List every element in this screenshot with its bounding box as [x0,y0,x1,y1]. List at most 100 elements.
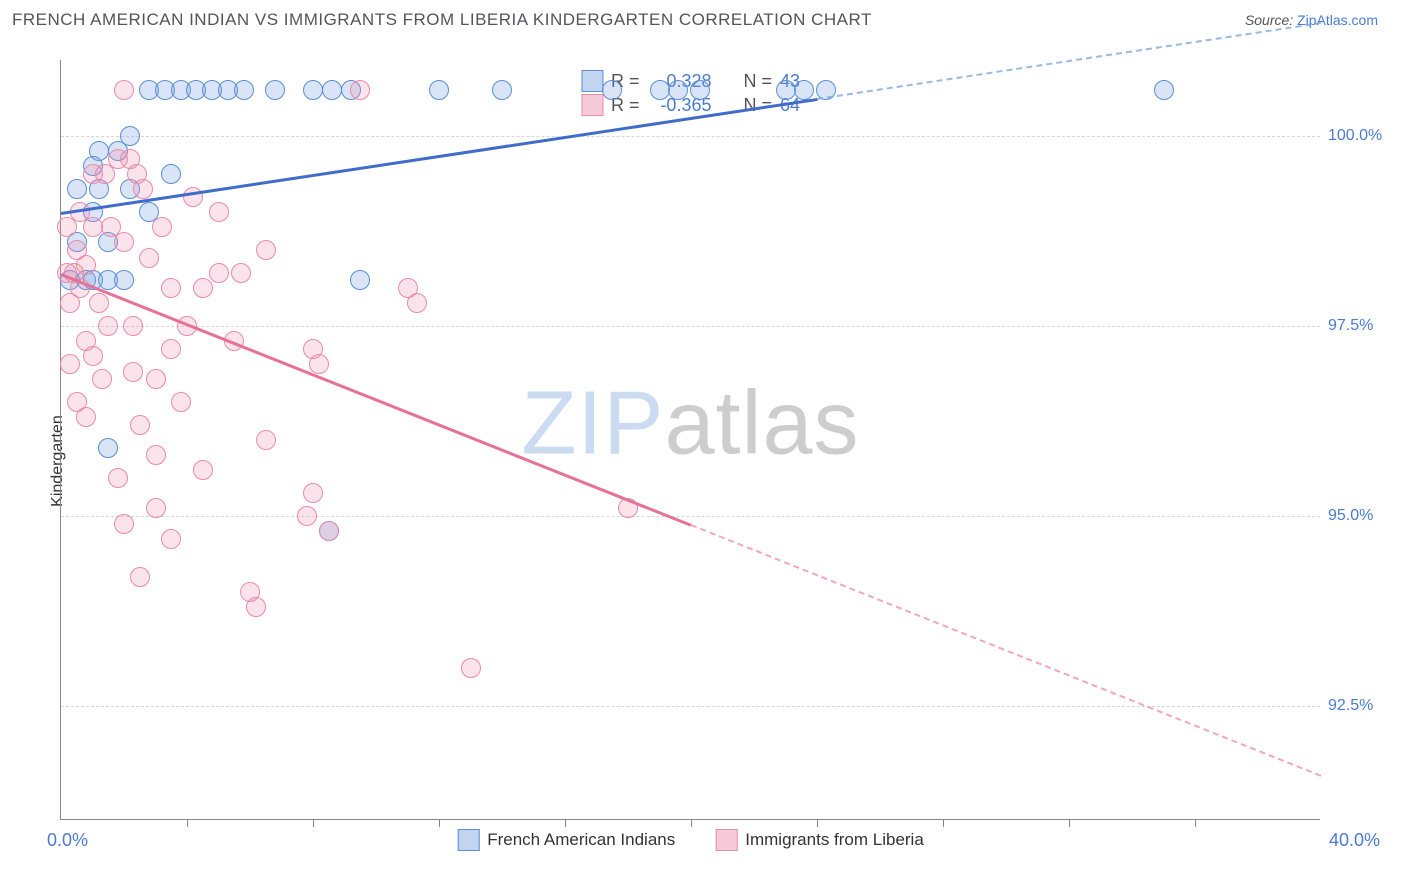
x-min-label: 0.0% [47,830,88,851]
data-point[interactable] [139,248,159,268]
data-point[interactable] [297,506,317,526]
data-point[interactable] [89,293,109,313]
swatch-blue-icon [581,70,603,92]
data-point[interactable] [193,460,213,480]
data-point[interactable] [146,369,166,389]
data-point[interactable] [171,392,191,412]
swatch-pink-icon [715,829,737,851]
trend-line-pink [60,273,691,527]
data-point[interactable] [350,270,370,290]
legend-label-blue: French American Indians [487,830,675,850]
data-point[interactable] [319,521,339,541]
data-point[interactable] [161,339,181,359]
data-point[interactable] [67,179,87,199]
data-point[interactable] [76,407,96,427]
y-tick-label: 97.5% [1328,317,1398,335]
plot-region: ZIPatlas R = 0.328 N = 43 R = -0.365 N =… [60,60,1320,820]
x-tick [1195,819,1196,827]
data-point[interactable] [92,369,112,389]
x-tick [313,819,314,827]
data-point[interactable] [130,567,150,587]
legend-item-pink[interactable]: Immigrants from Liberia [715,829,924,851]
watermark: ZIPatlas [521,373,859,476]
data-point[interactable] [123,362,143,382]
x-tick [691,819,692,827]
x-max-label: 40.0% [1329,830,1380,851]
data-point[interactable] [350,80,370,100]
data-point[interactable] [461,658,481,678]
legend-label-pink: Immigrants from Liberia [745,830,924,850]
chart-area: Kindergarten ZIPatlas R = 0.328 N = 43 R… [12,40,1394,882]
swatch-pink-icon [581,94,603,116]
data-point[interactable] [231,263,251,283]
data-point[interactable] [265,80,285,100]
x-tick [439,819,440,827]
swatch-blue-icon [457,829,479,851]
source-prefix: Source: [1245,12,1297,28]
data-point[interactable] [60,354,80,374]
data-point[interactable] [60,293,80,313]
gridline [61,136,1320,137]
data-point[interactable] [161,529,181,549]
data-point[interactable] [407,293,427,313]
series-legend: French American Indians Immigrants from … [457,829,924,851]
data-point[interactable] [114,514,134,534]
chart-title: FRENCH AMERICAN INDIAN VS IMMIGRANTS FRO… [12,10,872,30]
data-point[interactable] [794,80,814,100]
data-point[interactable] [114,80,134,100]
data-point[interactable] [234,80,254,100]
data-point[interactable] [668,80,688,100]
watermark-zip: ZIP [521,374,664,474]
data-point[interactable] [322,80,342,100]
data-point[interactable] [67,240,87,260]
data-point[interactable] [690,80,710,100]
data-point[interactable] [114,232,134,252]
data-point[interactable] [133,179,153,199]
source-attribution: Source: ZipAtlas.com [1245,12,1378,28]
data-point[interactable] [83,346,103,366]
gridline [61,706,1320,707]
data-point[interactable] [650,80,670,100]
data-point[interactable] [303,80,323,100]
data-point[interactable] [152,217,172,237]
data-point[interactable] [776,80,796,100]
x-tick [943,819,944,827]
header: FRENCH AMERICAN INDIAN VS IMMIGRANTS FRO… [0,0,1406,30]
data-point[interactable] [256,430,276,450]
data-point[interactable] [1154,80,1174,100]
y-tick-label: 92.5% [1328,697,1398,715]
data-point[interactable] [161,278,181,298]
data-point[interactable] [146,498,166,518]
data-point[interactable] [123,316,143,336]
data-point[interactable] [193,278,213,298]
data-point[interactable] [161,164,181,184]
data-point[interactable] [98,438,118,458]
data-point[interactable] [429,80,449,100]
data-point[interactable] [492,80,512,100]
trend-line-blue [61,98,817,215]
data-point[interactable] [108,468,128,488]
data-point[interactable] [209,202,229,222]
data-point[interactable] [120,126,140,146]
data-point[interactable] [209,263,229,283]
x-tick [565,819,566,827]
y-tick-label: 100.0% [1328,127,1398,145]
data-point[interactable] [303,483,323,503]
x-tick [187,819,188,827]
n-label: N = [743,71,772,92]
legend-item-blue[interactable]: French American Indians [457,829,675,851]
data-point[interactable] [602,80,622,100]
data-point[interactable] [183,187,203,207]
data-point[interactable] [98,316,118,336]
x-tick [817,819,818,827]
y-tick-label: 95.0% [1328,507,1398,525]
data-point[interactable] [146,445,166,465]
data-point[interactable] [256,240,276,260]
data-point[interactable] [309,354,329,374]
data-point[interactable] [246,597,266,617]
trend-extrapolation-blue [817,22,1321,100]
watermark-atlas: atlas [664,374,859,474]
data-point[interactable] [130,415,150,435]
gridline [61,326,1320,327]
data-point[interactable] [114,270,134,290]
